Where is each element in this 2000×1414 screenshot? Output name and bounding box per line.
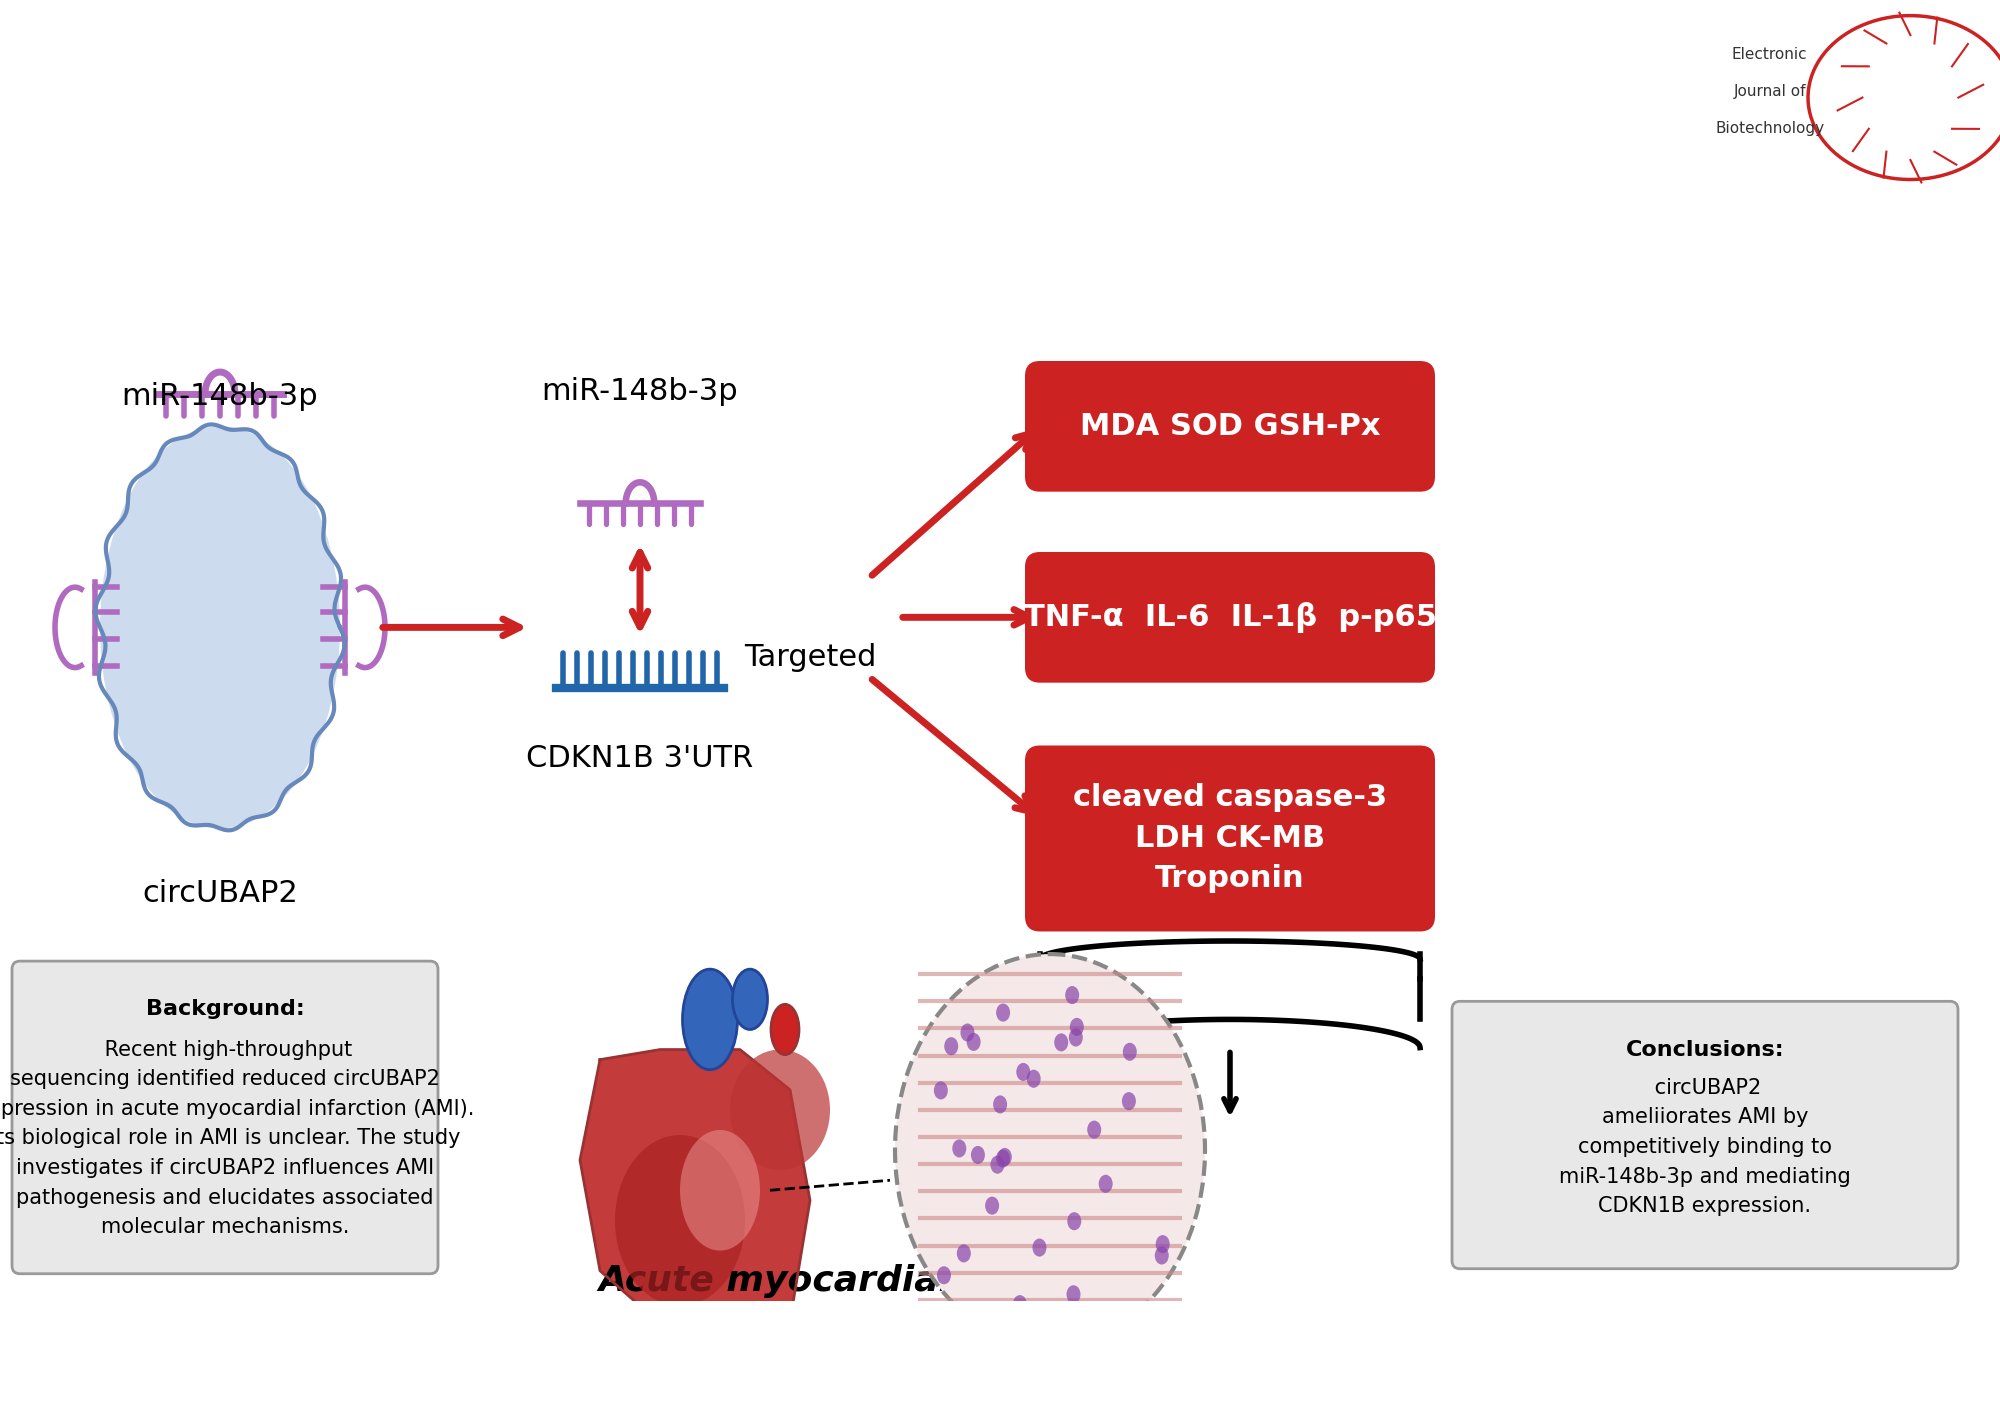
Text: =: = [172, 1352, 180, 1363]
FancyBboxPatch shape [12, 962, 438, 1274]
Polygon shape [580, 1049, 810, 1352]
Text: TNF-α  IL-6  IL-1β  p-p65: TNF-α IL-6 IL-1β p-p65 [1024, 602, 1436, 633]
Text: Biotechnology: Biotechnology [1716, 122, 1824, 136]
Ellipse shape [616, 1135, 744, 1307]
Text: circUBAP2: circUBAP2 [142, 880, 298, 908]
Ellipse shape [1156, 1234, 1170, 1253]
Ellipse shape [1054, 1034, 1068, 1052]
Ellipse shape [1068, 1212, 1082, 1230]
Text: Recent high-throughput
sequencing identified reduced circUBAP2
expression in acu: Recent high-throughput sequencing identi… [0, 1039, 474, 1237]
Text: miR-148b-3p: miR-148b-3p [122, 382, 318, 410]
Text: Journal of: Journal of [1734, 85, 1806, 99]
Text: CDKN1B 3'UTR: CDKN1B 3'UTR [526, 744, 754, 772]
Text: Acute myocardial infarction: Acute myocardial infarction [598, 1264, 1162, 1298]
Text: Electronic: Electronic [1732, 47, 1808, 62]
Ellipse shape [1066, 1285, 1080, 1304]
Ellipse shape [732, 969, 768, 1029]
Text: circUBAP2
ameliiorates AMI by
competitively binding to
miR-148b-3p and mediating: circUBAP2 ameliiorates AMI by competitiv… [1560, 1077, 1850, 1216]
Ellipse shape [772, 1004, 800, 1055]
Text: MDA SOD GSH-Px: MDA SOD GSH-Px [1080, 411, 1380, 441]
Ellipse shape [990, 1155, 1004, 1174]
Ellipse shape [966, 1032, 980, 1051]
Ellipse shape [680, 1130, 760, 1250]
Ellipse shape [1066, 986, 1080, 1004]
FancyBboxPatch shape [1452, 1001, 1958, 1268]
FancyBboxPatch shape [1024, 361, 1436, 492]
Ellipse shape [952, 1140, 966, 1158]
Ellipse shape [960, 1024, 974, 1042]
Ellipse shape [1098, 1175, 1112, 1193]
Text: Li F et al. https://doi.org/10.1016/j.ejbt.2023.11.003: Li F et al. https://doi.org/10.1016/j.ej… [230, 1373, 662, 1391]
FancyBboxPatch shape [1024, 745, 1436, 932]
Ellipse shape [100, 427, 340, 829]
Ellipse shape [934, 1082, 948, 1100]
Ellipse shape [956, 1244, 970, 1263]
Ellipse shape [1070, 1018, 1084, 1036]
Ellipse shape [998, 1148, 1012, 1167]
Ellipse shape [896, 954, 1204, 1346]
Ellipse shape [1088, 1120, 1102, 1138]
Ellipse shape [1122, 1092, 1136, 1110]
Text: Targeted: Targeted [744, 643, 876, 672]
Ellipse shape [986, 1196, 1000, 1215]
Ellipse shape [1032, 1239, 1046, 1257]
Ellipse shape [1154, 1247, 1168, 1264]
Text: i: i [86, 1352, 90, 1363]
Ellipse shape [682, 969, 738, 1069]
Ellipse shape [936, 1266, 950, 1284]
Ellipse shape [1016, 1063, 1030, 1080]
Ellipse shape [996, 1150, 1010, 1168]
Text: circUBAP2 ameliorates hypoxia-induced acute myocardial injury by competing with : circUBAP2 ameliorates hypoxia-induced ac… [230, 1324, 1330, 1342]
Text: $: $ [128, 1352, 136, 1363]
FancyBboxPatch shape [1024, 551, 1436, 683]
Ellipse shape [1012, 1295, 1026, 1314]
Text: miR-148b-3p: miR-148b-3p [542, 376, 738, 406]
Text: c: c [40, 1352, 48, 1363]
Ellipse shape [944, 1036, 958, 1055]
Ellipse shape [996, 1004, 1010, 1022]
Text: Background:: Background: [146, 1000, 304, 1019]
Ellipse shape [1068, 1028, 1082, 1046]
Text: cleaved caspase-3
LDH CK-MB
Troponin: cleaved caspase-3 LDH CK-MB Troponin [1072, 783, 1388, 894]
Ellipse shape [730, 1049, 830, 1171]
Ellipse shape [1026, 1070, 1040, 1087]
Ellipse shape [970, 1145, 984, 1164]
Ellipse shape [1122, 1042, 1136, 1060]
Text: circUBAP2/miR-148b-3p/CDKN1B axis ameliorates AMI: circUBAP2/miR-148b-3p/CDKN1B axis amelio… [0, 72, 1594, 123]
Text: Conclusions:: Conclusions: [1626, 1039, 1784, 1059]
Ellipse shape [994, 1096, 1008, 1113]
